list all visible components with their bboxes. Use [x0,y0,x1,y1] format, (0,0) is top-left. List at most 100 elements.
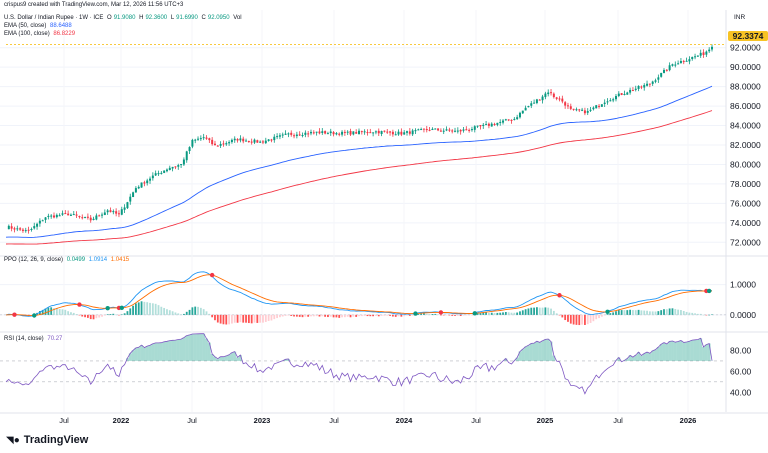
candle-body [346,131,349,133]
ppo-histogram-bar [575,314,578,325]
rsi-overbought-fill [213,356,217,361]
candle-body [117,213,120,215]
rsi-overbought-fill [671,340,674,361]
ppo-histogram-bar [287,314,290,316]
rsi-overbought-fill [233,351,237,361]
ppo-histogram-bar [106,314,109,315]
time-axis-tick-label: Jul [187,416,197,425]
rsi-axis-tick-label: 40.00 [730,387,752,397]
ppo-histogram-bar [352,314,355,317]
ohlc-low-key: L [170,15,175,21]
ppo-histogram-bar [550,308,552,315]
candle-body [468,129,471,131]
rsi-overbought-fill [693,339,697,361]
ppo-histogram-bar [425,313,428,315]
ppo-histogram-bar [536,307,538,315]
time-axis-tick-label: 2024 [396,416,414,425]
candle-body [581,109,584,111]
candle-body [391,131,394,135]
candle-body [253,139,256,143]
ppo-histogram-bar [643,310,646,315]
ppo-histogram-bar [609,313,612,315]
candle-body [575,109,578,111]
candle-body [462,129,465,131]
candle-body [53,215,56,218]
price-axis-tick-label: 90.0000 [730,62,761,72]
ppo-histogram-bar [168,310,171,315]
ema50-legend[interactable]: EMA (50, close) 88.6488 [4,23,74,29]
ppo-histogram-bar [247,314,250,324]
candle-body [123,207,126,210]
ppo-histogram-bar [454,314,456,316]
candle-body [205,137,208,139]
ppo-histogram-bar [524,309,527,315]
candle-body [614,96,617,100]
ppo-histogram-bar [151,303,154,315]
ema100-legend[interactable]: EMA (100, close) 86.8229 [4,31,77,37]
attribution-text: crispus9 created with TradingView.com, M… [4,2,184,8]
candle-body [425,128,428,131]
rsi-overbought-fill [145,346,149,361]
ppo-legend[interactable]: PPO (12, 26, 9, close) 0.0499 1.0914 1.0… [4,257,131,263]
candle-body [380,131,383,135]
candle-body [372,132,375,134]
ppo-line-value: 1.0914 [88,257,108,263]
ohlc-open-key: O [107,15,112,21]
candle-body [360,131,363,133]
ppo-histogram-bar [222,314,225,325]
rsi-overbought-fill [148,345,152,361]
candle-body [558,98,561,100]
ppo-histogram-bar [386,314,389,316]
ppo-histogram-bar [648,311,651,315]
candle-body [211,139,214,145]
rsi-overbought-fill [521,349,525,361]
candle-body [451,130,454,132]
ppo-histogram-bar [191,307,194,315]
candle-body [637,85,640,89]
candle-body [47,215,50,217]
candle-body [648,83,651,85]
candle-body [95,215,98,220]
candle-body [154,173,157,176]
rsi-overbought-fill [639,355,643,361]
rsi-overbought-fill [673,342,677,361]
rsi-overbought-fill [543,339,547,361]
ppo-histogram-bar [166,309,168,315]
ppo-histogram-bar [310,314,312,317]
ppo-histogram-bar [699,313,702,315]
candle-body [507,119,510,121]
candle-body [250,141,253,143]
ppo-histogram-bar [510,312,513,315]
candle-body [677,63,680,65]
candle-body [631,90,634,92]
ppo-crossover-dot [605,309,610,314]
candle-body [654,80,657,82]
candle-body [151,175,154,179]
ppo-histogram-bar [103,314,106,316]
ppo-histogram-bar [163,307,166,315]
rsi-legend[interactable]: RSI (14, close) 70.27 [4,336,64,342]
candle-body [58,215,61,217]
ppo-histogram-bar [129,308,132,315]
candle-body [75,214,78,216]
ppo-histogram-bar [476,313,479,315]
candle-body [417,129,420,131]
candle-body [225,143,228,145]
ppo-histogram-bar [380,314,383,316]
rsi-overbought-fill [524,346,528,361]
candle-body [527,106,530,108]
candle-body [321,131,324,133]
candle-body [646,83,649,86]
tradingview-brand[interactable]: ◥● TradingView [6,434,88,446]
ppo-histogram-bar [180,314,182,315]
candle-body [177,165,180,167]
rsi-overbought-fill [140,345,143,361]
candle-body [408,131,411,134]
ppo-crossover-dot [438,310,444,315]
ppo-histogram-bar [146,302,149,315]
rsi-overbought-fill [216,358,220,361]
candle-body [566,105,569,107]
candle-body [27,229,30,231]
